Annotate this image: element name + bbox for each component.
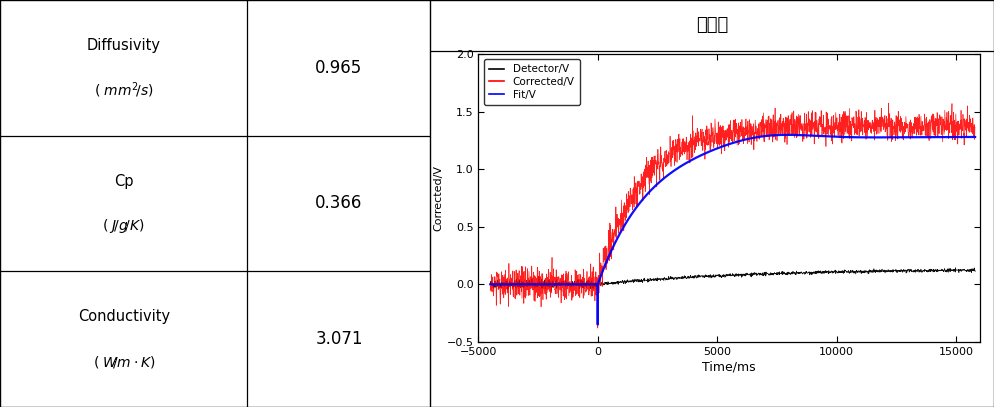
X-axis label: Time/ms: Time/ms [703, 361, 755, 374]
Text: Cp: Cp [114, 174, 133, 188]
Legend: Detector/V, Corrected/V, Fit/V: Detector/V, Corrected/V, Fit/V [483, 59, 580, 105]
Text: 0.965: 0.965 [315, 59, 363, 77]
Text: $( \ mm^{2}\!/s)$: $( \ mm^{2}\!/s)$ [93, 81, 154, 100]
Y-axis label: Corrected/V: Corrected/V [433, 165, 443, 231]
Text: $( \ W\!\!/ m \cdot K)$: $( \ W\!\!/ m \cdot K)$ [92, 354, 155, 370]
Text: 3.071: 3.071 [315, 330, 363, 348]
Text: 0.366: 0.366 [315, 195, 363, 212]
Text: 그래프: 그래프 [696, 16, 729, 35]
Text: $( \ J\!/ g\!/ K)$: $( \ J\!/ g\!/ K)$ [102, 217, 145, 235]
Text: Conductivity: Conductivity [78, 309, 170, 324]
Text: Diffusivity: Diffusivity [86, 38, 161, 53]
